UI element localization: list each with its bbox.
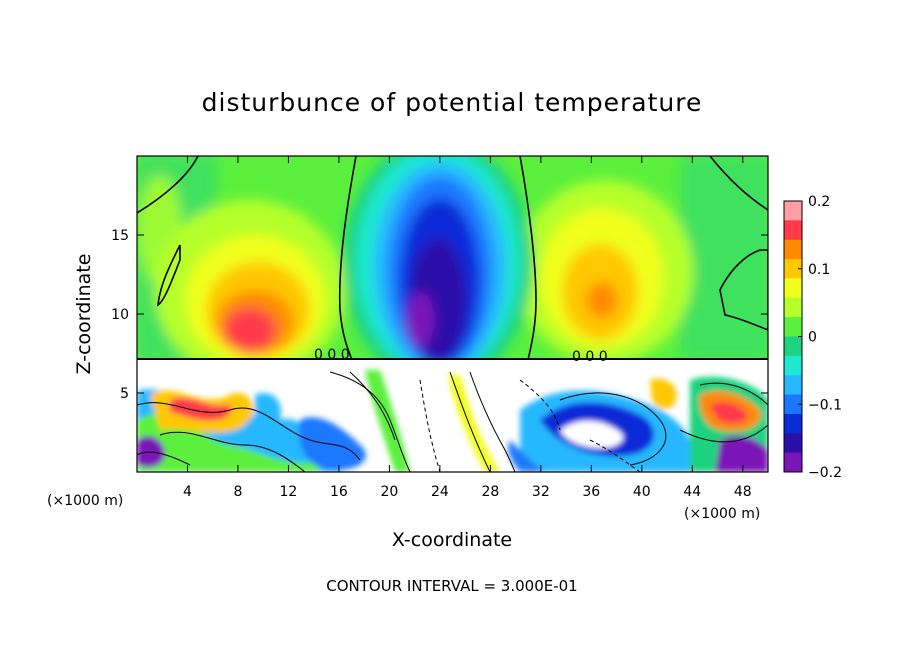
colorbar-swatch — [784, 220, 802, 241]
x-tick-label: 8 — [233, 484, 242, 500]
chart-title: disturbunce of potential temperature — [202, 88, 703, 117]
y-tick-label: 15 — [111, 228, 129, 244]
colorbar-tick-label: 0.1 — [808, 262, 830, 278]
upper-anomalies — [137, 156, 768, 387]
x-tick-label: 12 — [280, 484, 298, 500]
colorbar-swatch — [784, 433, 802, 454]
colorbar-tick-label: −0.1 — [808, 397, 842, 413]
colorbar-tick-label: 0 — [808, 330, 817, 346]
x-tick-label: 24 — [431, 484, 449, 500]
y-axis-label: Z-coordinate — [73, 254, 95, 375]
colorbar-tick-label: −0.2 — [808, 465, 842, 481]
colorbar-swatch — [784, 297, 802, 318]
y-axis: 5 10 15 — [111, 228, 768, 402]
x-unit-left: (×1000 m) — [47, 493, 123, 509]
x-tick-label: 48 — [734, 484, 752, 500]
plot-field: 0 0 0 0 0 0 — [137, 156, 768, 472]
colorbar-tick-label: 0.2 — [808, 194, 830, 210]
contour-label-right: 0 0 0 — [572, 349, 608, 365]
x-unit-right: (×1000 m) — [684, 506, 760, 522]
x-tick-label: 32 — [532, 484, 550, 500]
colorbar-swatch — [784, 375, 802, 396]
x-axis-label: X-coordinate — [392, 529, 512, 551]
colorbar-swatch — [784, 394, 802, 415]
y-tick-label: 5 — [120, 386, 129, 402]
colorbar-swatch — [784, 259, 802, 279]
x-tick-label: 16 — [330, 484, 348, 500]
contour-interval-note: CONTOUR INTERVAL = 3.000E-01 — [326, 577, 577, 595]
x-tick-label: 36 — [582, 484, 600, 500]
colorbar-swatch — [784, 201, 802, 221]
colorbar-swatch — [784, 239, 802, 260]
colorbar-swatch — [784, 278, 802, 299]
lower-contours — [137, 371, 768, 472]
x-axis: 4 8 12 16 20 24 28 32 36 40 44 48 — [183, 156, 752, 500]
colorbar: 0.2 0.1 0 −0.1 −0.2 — [783, 194, 842, 481]
x-tick-label: 44 — [683, 484, 701, 500]
contour-label-left: 0 0 0 — [314, 347, 350, 363]
colorbar-swatch — [784, 317, 802, 337]
x-tick-label: 4 — [183, 484, 192, 500]
x-tick-label: 20 — [380, 484, 398, 500]
boundary-layer — [137, 358, 768, 472]
colorbar-swatch — [784, 355, 802, 376]
colorbar-swatch — [784, 413, 802, 434]
y-tick-label: 10 — [111, 307, 129, 323]
x-tick-label: 40 — [633, 484, 651, 500]
x-tick-label: 28 — [481, 484, 499, 500]
colorbar-swatch — [784, 336, 802, 357]
upper-contours — [137, 156, 768, 361]
colorbar-swatch — [784, 452, 802, 473]
